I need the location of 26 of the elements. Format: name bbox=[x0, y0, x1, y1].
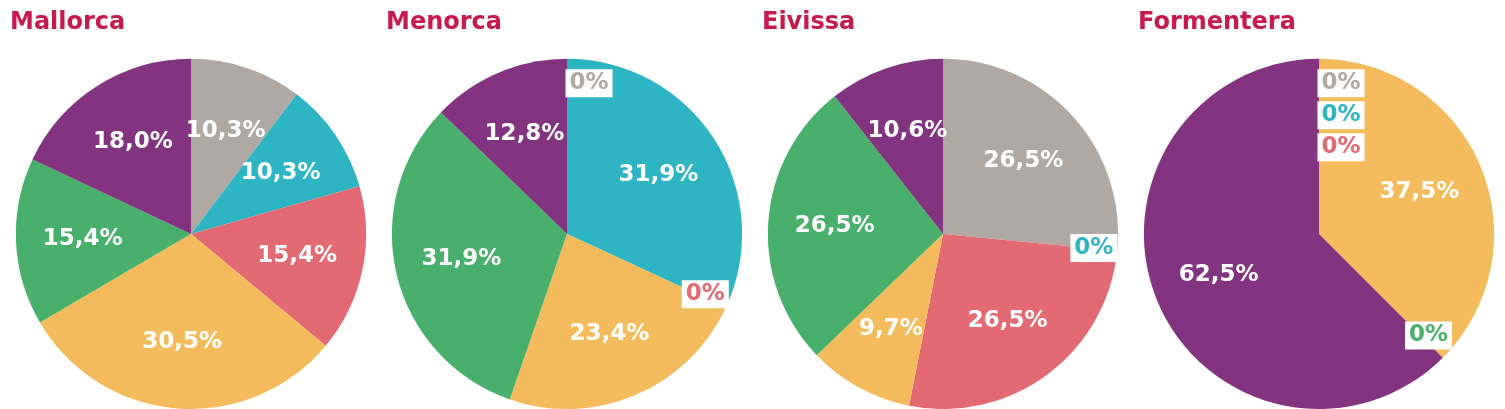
data-label: 62,5% bbox=[1178, 260, 1259, 287]
chart-title: Formentera bbox=[1138, 6, 1296, 35]
data-label: 26,5% bbox=[983, 145, 1064, 172]
text: 0% bbox=[569, 68, 609, 95]
text: 0% bbox=[1321, 68, 1361, 95]
data-label: 9,7% bbox=[859, 314, 923, 341]
data-label: 12,8% bbox=[484, 118, 565, 145]
text: 0% bbox=[1321, 100, 1361, 127]
text: 0% bbox=[1074, 232, 1114, 259]
data-label: 15,4% bbox=[42, 223, 123, 250]
data-label: 15,4% bbox=[257, 241, 338, 268]
data-label: 18,0% bbox=[92, 127, 173, 154]
data-label: 26,5% bbox=[967, 306, 1048, 333]
data-label: 26,5% bbox=[794, 211, 875, 238]
text: 0% bbox=[1409, 320, 1449, 347]
chart-title: Eivissa bbox=[762, 6, 856, 35]
chart-title: Mallorca bbox=[10, 6, 126, 35]
data-label: 31,9% bbox=[421, 244, 502, 271]
data-label: 30,5% bbox=[142, 327, 223, 354]
data-label: 31,9% bbox=[618, 160, 699, 187]
text: 0% bbox=[685, 279, 725, 306]
data-label: 23,4% bbox=[569, 318, 650, 345]
data-label: 37,5% bbox=[1379, 177, 1460, 204]
data-label: 10,3% bbox=[240, 157, 321, 184]
text: 0% bbox=[1321, 132, 1361, 159]
chart-title: Menorca bbox=[386, 6, 502, 35]
